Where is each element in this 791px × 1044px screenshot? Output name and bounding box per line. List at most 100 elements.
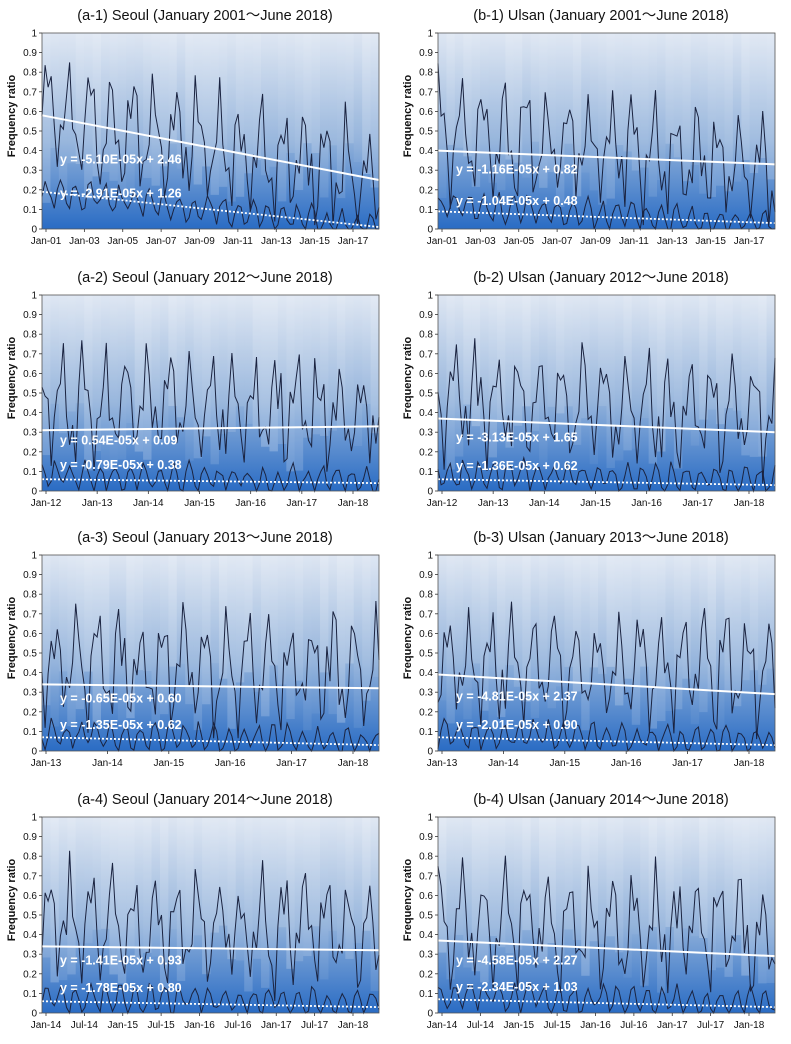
shade-stripe <box>168 555 177 667</box>
shade-stripe <box>303 295 312 438</box>
x-tick-label: Jan-13 <box>82 498 113 509</box>
shade-stripe <box>488 555 497 731</box>
shade-stripe <box>505 555 514 666</box>
shade-stripe <box>92 817 101 930</box>
shade-stripe <box>176 295 186 418</box>
y-tick-label: 0.4 <box>419 408 433 419</box>
x-tick-label: Jan-18 <box>734 1020 765 1031</box>
shade-stripe <box>42 295 51 456</box>
x-tick-label: Jul-14 <box>467 1020 495 1031</box>
trend-equation: y = -1.16E-05x + 0.82 <box>456 162 578 176</box>
series-line-upper <box>41 62 380 226</box>
y-tick-label: 1 <box>427 551 433 562</box>
y-tick-label: 0.4 <box>23 668 37 679</box>
x-tick-label: Jan-15 <box>695 236 726 247</box>
x-tick-label: Jan-12 <box>31 498 62 509</box>
y-tick-label: 0.9 <box>419 48 433 59</box>
shade-stripe <box>463 33 472 157</box>
shade-stripe <box>564 555 573 667</box>
shade-stripe <box>454 555 464 695</box>
shade-stripe <box>614 555 624 706</box>
y-tick-label: 0.1 <box>419 989 433 1000</box>
shade-stripe <box>614 33 624 145</box>
shade-stripe <box>202 817 211 975</box>
x-tick-label: Jan-15 <box>550 758 581 769</box>
shade-stripe <box>741 555 750 681</box>
shade-stripe <box>690 555 700 725</box>
series-line-lower <box>437 455 776 493</box>
x-tick-label: Jan-16 <box>631 498 662 509</box>
shade-stripe <box>328 555 337 715</box>
shade-stripe <box>623 295 632 451</box>
plot-background <box>438 295 775 491</box>
x-tick-label: Jan-16 <box>215 758 246 769</box>
shade-stripe <box>50 817 59 983</box>
shade-stripe <box>286 555 295 720</box>
shade-stripe <box>572 33 582 197</box>
x-tick-label: Jan-14 <box>92 758 123 769</box>
shade-stripe <box>362 817 371 931</box>
shade-stripe <box>311 817 321 927</box>
shade-stripe <box>311 33 321 154</box>
shade-stripe <box>345 295 354 439</box>
shade-stripe <box>446 295 455 470</box>
y-tick-label: 0.3 <box>419 688 433 699</box>
shade-stripe <box>109 295 118 469</box>
shade-stripe <box>539 817 548 963</box>
shade-stripe <box>286 295 295 472</box>
shade-stripe <box>42 555 51 706</box>
shade-stripe <box>657 295 666 452</box>
trend-equation: y = -1.35E-05x + 0.62 <box>60 718 182 732</box>
chart-title: (a-1) Seoul (January 2001〜June 2018) <box>77 8 333 24</box>
y-tick-label: 0.8 <box>23 590 37 601</box>
y-tick-label: 0.3 <box>23 688 37 699</box>
shade-stripe <box>109 555 118 687</box>
chart-plot: y = -0.65E-05x + 0.60 y = -1.35E-05x + 0.… <box>23 551 380 769</box>
shade-stripe <box>294 817 304 962</box>
shade-stripe <box>126 295 135 423</box>
shade-stripe <box>75 555 85 710</box>
shade-stripe <box>227 817 236 960</box>
y-tick-label: 0.9 <box>419 832 433 843</box>
chart-plot: y = -3.13E-05x + 1.65 y = -1.36E-05x + 0.… <box>419 291 776 509</box>
shade-stripe <box>134 295 144 452</box>
shade-stripe <box>92 295 101 452</box>
shade-stripe <box>614 295 624 461</box>
y-tick-label: 0.6 <box>23 369 37 380</box>
x-tick-label: Jan-01 <box>31 236 62 247</box>
x-tick-label: Jan-17 <box>261 1020 292 1031</box>
shade-stripe <box>303 555 312 731</box>
trend-equation: y = -4.58E-05x + 2.27 <box>456 953 578 967</box>
shade-stripe <box>218 817 228 926</box>
shade-stripe <box>640 33 649 168</box>
shade-stripe <box>244 817 253 992</box>
shade-stripe <box>623 817 632 978</box>
chart-title: (a-2) Seoul (January 2012〜June 2018) <box>77 270 333 286</box>
trend-line-lower <box>41 1000 380 1009</box>
shade-stripe <box>117 33 127 197</box>
y-tick-label: 0.5 <box>23 127 37 138</box>
shade-stripe <box>648 33 658 197</box>
trend-equation: y = -5.10E-05x + 2.46 <box>60 153 182 167</box>
y-tick-label: 0.8 <box>419 330 433 341</box>
y-tick-label: 0.6 <box>419 369 433 380</box>
shade-stripe <box>185 817 194 950</box>
x-tick-label: Jan-11 <box>619 236 649 247</box>
shade-stripe <box>463 295 472 405</box>
shade-stripe <box>185 295 194 461</box>
shade-stripe <box>218 33 228 187</box>
y-tick-label: 0.2 <box>419 447 433 458</box>
shade-stripe <box>84 33 93 199</box>
y-tick-label: 0.6 <box>23 107 37 118</box>
y-tick-label: 0.4 <box>23 146 37 157</box>
shade-stripe <box>92 555 101 724</box>
x-tick-label: Jan-03 <box>69 236 100 247</box>
plot-background <box>438 555 775 751</box>
shade-stripe <box>362 33 371 174</box>
shade-stripe <box>581 817 590 976</box>
series-line-upper <box>41 600 380 739</box>
y-tick-label: 0.4 <box>419 668 433 679</box>
shade-stripe <box>336 555 346 723</box>
shade-stripe <box>749 33 759 174</box>
shade-stripe <box>58 33 68 193</box>
